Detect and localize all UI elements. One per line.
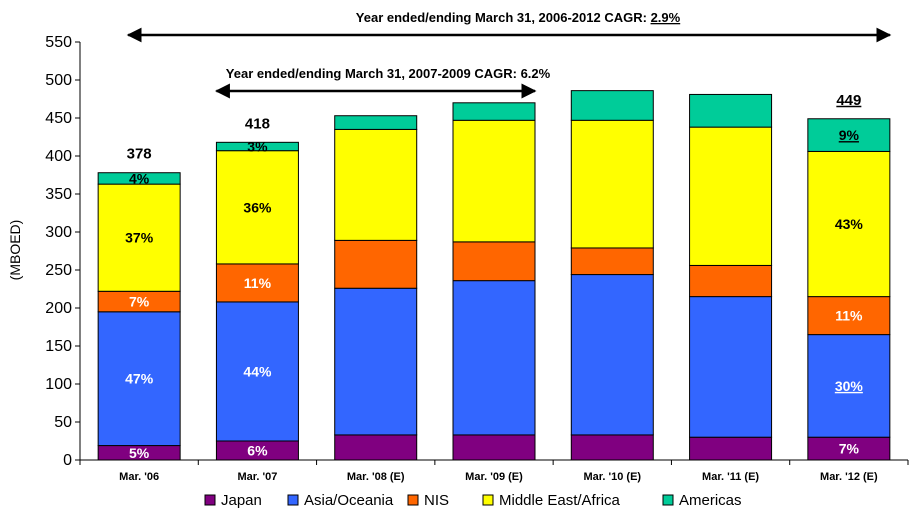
bar-segment (807, 150, 891, 298)
y-tick-label: 150 (45, 338, 72, 355)
total-label: 449 (836, 92, 861, 109)
bar-segment (689, 296, 773, 438)
cagr-label: Year ended/ending March 31, 2007-2009 CA… (226, 66, 551, 81)
legend-swatch (662, 494, 674, 506)
bar-segment (452, 119, 536, 243)
x-tick-label: Mar. '06 (119, 471, 159, 483)
bar-segment (570, 434, 654, 461)
cagr-label-prefix: Year ended/ending March 31, 2007-2009 CA… (226, 66, 521, 81)
cagr-label-value: 6.2% (521, 66, 551, 81)
bar-segment (334, 239, 418, 289)
bar-segment (215, 150, 299, 265)
legend-swatch (204, 494, 216, 506)
bar-segment (97, 183, 181, 292)
segment-label: 47% (125, 371, 154, 387)
cagr-label-prefix: Year ended/ending March 31, 2006-2012 CA… (356, 10, 651, 25)
y-tick-label: 500 (45, 72, 72, 89)
segment-label: 37% (125, 230, 154, 246)
legend-label: Americas (679, 492, 742, 509)
bar-segment (570, 119, 654, 249)
bar-segment (570, 90, 654, 121)
total-label: 418 (245, 115, 270, 132)
bar-segment (215, 263, 299, 303)
bar-segment (452, 241, 536, 282)
bar-segment (689, 93, 773, 128)
x-tick-label: Mar. '12 (E) (820, 471, 878, 483)
bar-segment (215, 141, 299, 152)
bar-segment (452, 434, 536, 461)
y-tick-label: 250 (45, 262, 72, 279)
legend-label: Japan (221, 492, 262, 509)
segment-label: 43% (835, 216, 864, 232)
bar-segment (452, 280, 536, 436)
segment-label: 6% (247, 443, 268, 459)
bar-segment (334, 128, 418, 241)
legend-label: Asia/Oceania (304, 492, 394, 509)
bar-segment (570, 247, 654, 276)
y-tick-label: 0 (63, 452, 72, 469)
x-tick-label: Mar. '09 (E) (465, 471, 523, 483)
segment-label: 30% (835, 378, 864, 394)
bar-segment (570, 274, 654, 436)
legend: Japan Asia/Oceania NIS Middle East/Africa Am… (204, 492, 742, 509)
y-axis-title: (MBOED) (7, 220, 23, 281)
bar-segment (452, 102, 536, 121)
bar-segment (807, 334, 891, 438)
bar-segment (807, 296, 891, 336)
bar-segment (334, 115, 418, 130)
bar-segment (807, 118, 891, 152)
bar-segment (215, 301, 299, 442)
cagr-label: Year ended/ending March 31, 2006-2012 CA… (356, 10, 681, 25)
y-tick-label: 50 (54, 414, 72, 431)
segment-label: 36% (243, 199, 272, 215)
x-tick-label: Mar. '11 (E) (702, 471, 759, 483)
bar-segment (97, 172, 181, 185)
segment-label: 11% (835, 308, 863, 324)
y-tick-label: 300 (45, 224, 72, 241)
legend-swatch (287, 494, 299, 506)
legend-swatch (482, 494, 494, 506)
y-tick-label: 350 (45, 186, 72, 203)
y-tick-label: 550 (45, 34, 72, 51)
segment-label: 9% (839, 127, 860, 143)
total-label: 378 (127, 146, 152, 163)
bar-segment (334, 287, 418, 436)
cagr-annotations: Year ended/ending March 31, 2006-2012 CA… (126, 10, 892, 99)
y-tick-label: 400 (45, 148, 72, 165)
x-tick-label: Mar. '07 (237, 471, 277, 483)
segment-labels: 5% 47% 7% 37% 4% 6% 44% 11% 36% 3% 7% 30% 11% 43% 9% (125, 127, 863, 461)
x-tick-label: Mar. '08 (E) (347, 471, 405, 483)
legend-label: Middle East/Africa (499, 492, 621, 509)
bar-segment (689, 126, 773, 266)
cagr-label-value: 2.9% (651, 10, 681, 25)
y-tick-label: 100 (45, 376, 72, 393)
bar-segment (334, 434, 418, 461)
legend-swatch (407, 494, 419, 506)
bar-segment (689, 436, 773, 461)
segment-label: 7% (129, 294, 150, 310)
segment-label: 7% (839, 441, 860, 457)
y-axis: 0 50 100 150 200 250 300 350 400 450 500 550 (45, 34, 81, 469)
segment-label: 3% (247, 139, 268, 155)
bar-segment (689, 264, 773, 298)
segment-label: 5% (129, 445, 150, 461)
segment-label: 44% (243, 363, 272, 379)
x-axis: Mar. '06 Mar. '07 Mar. '08 (E) Mar. '09 (E)… (79, 459, 909, 483)
legend-label: NIS (424, 492, 449, 509)
segment-label: 11% (244, 275, 272, 291)
y-tick-label: 200 (45, 300, 72, 317)
y-tick-label: 450 (45, 110, 72, 127)
bars (97, 90, 891, 461)
segment-label: 4% (129, 170, 150, 186)
total-labels: 378 418 449 (127, 92, 862, 163)
x-tick-label: Mar. '10 (E) (583, 471, 641, 483)
